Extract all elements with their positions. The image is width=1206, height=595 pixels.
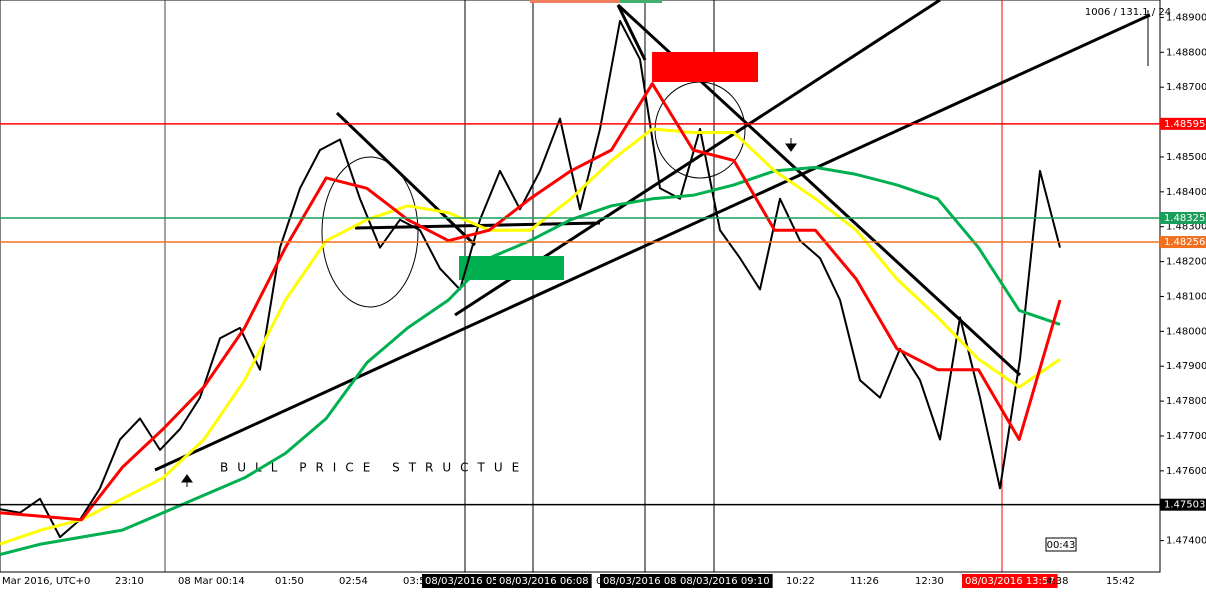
level-label: 1.48595 <box>1164 119 1205 130</box>
y-tick-label: 1.48400 <box>1166 187 1206 198</box>
x-tag <box>600 574 680 588</box>
level-label: 1.48256 <box>1164 237 1205 248</box>
x-tick-label: 08 Mar 00:14 <box>178 576 245 587</box>
timer: 00:43 <box>1047 540 1076 551</box>
y-tick-label: 1.48900 <box>1166 12 1206 23</box>
x-tick-label: 08/03/2016 09:10 <box>680 576 770 587</box>
ellipse <box>321 156 419 308</box>
moving-average <box>0 165 1061 557</box>
annotation: BULL PRICE STRUCTUE <box>220 461 528 475</box>
level-tag <box>1160 211 1206 224</box>
zone <box>530 0 620 3</box>
y-tick-label: 1.47600 <box>1166 466 1206 477</box>
x-tick-label: 08/03/2016 13:57 <box>965 576 1055 587</box>
timer-box <box>1045 537 1077 552</box>
x-tick-label: 02:54 <box>339 576 368 587</box>
zone <box>459 256 564 280</box>
x-tag <box>962 574 1058 588</box>
arrow <box>181 474 193 487</box>
x-tick-label: 23:10 <box>115 576 144 587</box>
level-tag <box>1160 117 1206 130</box>
x-tick-label: 12:30 <box>915 576 944 587</box>
x-tick-label: 0 <box>596 576 602 587</box>
y-tick-label: 1.48300 <box>1166 222 1206 233</box>
x-tag <box>496 574 592 588</box>
price-line <box>0 19 1061 539</box>
x-tick-label: 08/03/2016 06:08 <box>499 576 589 587</box>
x-tick-label: 11:26 <box>850 576 879 587</box>
level-tag <box>1160 236 1206 249</box>
y-tick-label: 1.48000 <box>1166 326 1206 337</box>
x-tag <box>677 574 773 588</box>
y-tick-label: 1.47900 <box>1166 361 1206 372</box>
x-tick-label: 4:38 <box>1046 576 1068 587</box>
moving-average <box>0 82 1062 522</box>
y-tick-label: 1.48200 <box>1166 257 1206 268</box>
zone <box>620 0 662 3</box>
x-tick-label: 01:50 <box>275 576 304 587</box>
x-tick-label: 10:22 <box>786 576 815 587</box>
y-tick-label: 1.47400 <box>1166 536 1206 547</box>
trend-line <box>335 111 477 247</box>
x-tick-label: 15:42 <box>1106 576 1135 587</box>
level-tag <box>1160 498 1206 511</box>
info-text: 1006 / 131.1 / 24 <box>1085 7 1171 18</box>
level-label: 1.47503 <box>1164 500 1205 511</box>
moving-average <box>0 127 1061 546</box>
x-tick-label: 08/03/2016 05 <box>425 576 499 587</box>
arrow <box>785 138 797 152</box>
x-tick-label: 03:5 <box>403 576 425 587</box>
y-tick-label: 1.48800 <box>1166 47 1206 58</box>
x-tag <box>422 574 502 588</box>
trend-line <box>616 4 647 61</box>
y-tick-label: 1.48100 <box>1166 291 1206 302</box>
x-tick-label: Mar 2016, UTC+0 <box>2 576 90 587</box>
y-tick-label: 1.47700 <box>1166 431 1206 442</box>
plot-area <box>0 0 1161 573</box>
level-label: 1.48325 <box>1164 213 1205 224</box>
zone <box>652 52 758 82</box>
y-tick-label: 1.48500 <box>1166 152 1206 163</box>
y-tick-label: 1.48700 <box>1166 82 1206 93</box>
x-tick-label: 08/03/2016 08 <box>603 576 677 587</box>
y-tick-label: 1.47800 <box>1166 396 1206 407</box>
